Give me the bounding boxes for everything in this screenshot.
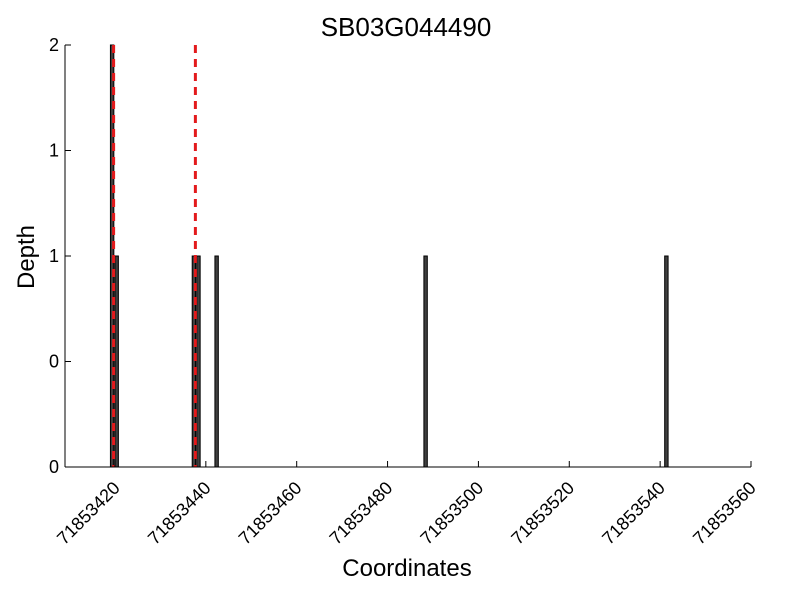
x-axis-label: Coordinates bbox=[342, 555, 471, 582]
markers-group bbox=[112, 45, 197, 467]
y-axis-label: Depth bbox=[13, 225, 40, 289]
x-ticks-group: 71853420 71853440 71853460 71853480 71853500… bbox=[53, 461, 760, 548]
depth-bar-5 bbox=[423, 255, 428, 468]
depth-bar-6 bbox=[664, 255, 669, 468]
x-tick-label-2: 71853460 bbox=[235, 478, 306, 549]
depth-bar-4 bbox=[214, 255, 219, 468]
x-tick-label-0: 71853420 bbox=[53, 478, 124, 549]
x-tick-label-7: 71853560 bbox=[689, 478, 760, 549]
x-tick-label-4: 71853500 bbox=[416, 478, 487, 549]
x-tick-label-6: 71853540 bbox=[598, 478, 669, 549]
x-tick-label-3: 71853480 bbox=[326, 478, 397, 549]
y-tick-label-1: 0 bbox=[49, 352, 59, 372]
y-tick-label-0: 0 bbox=[49, 457, 59, 477]
axes-group bbox=[64, 45, 751, 468]
y-tick-label-3: 1 bbox=[49, 141, 59, 161]
chart-title: SB03G044490 bbox=[321, 12, 492, 42]
x-tick-label-1: 71853440 bbox=[144, 478, 215, 549]
depth-bar-1 bbox=[114, 255, 119, 468]
y-tick-label-2: 1 bbox=[49, 246, 59, 266]
x-tick-label-5: 71853520 bbox=[507, 478, 578, 549]
depth-bar-3 bbox=[196, 255, 201, 468]
y-ticks-group: 0 0 1 1 2 bbox=[49, 35, 71, 477]
y-tick-label-4: 2 bbox=[49, 35, 59, 55]
